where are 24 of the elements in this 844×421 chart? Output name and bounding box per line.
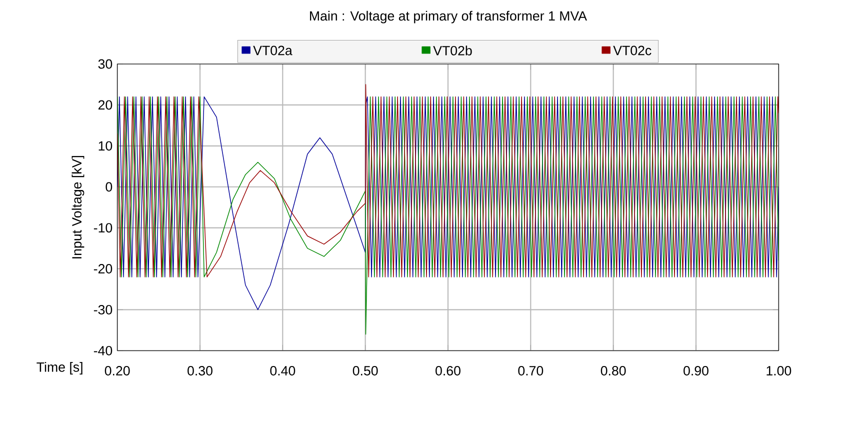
x-tick-label: 0.60 — [436, 366, 460, 376]
y-tick-label: 0 — [106, 182, 112, 192]
x-tick-label: 1.00 — [766, 366, 792, 376]
x-tick-label: 0.50 — [352, 366, 378, 376]
x-tick-label: 0.80 — [600, 366, 626, 376]
x-tick-label: 0.90 — [684, 366, 708, 376]
line-series — [117, 84, 779, 278]
x-axis-title: Time [s] — [36, 362, 82, 374]
legend-label: VT02a — [253, 46, 292, 56]
x-tick-label: 0.30 — [188, 366, 212, 376]
y-tick-label: 10 — [98, 141, 112, 150]
chart-title: Main : Voltage at primary of transformer 1 MVA — [310, 10, 588, 24]
y-tick-label: -40 — [94, 346, 112, 356]
y-axis-title: Input Voltage [kV] — [72, 156, 84, 258]
y-tick-label: 20 — [98, 100, 112, 110]
x-tick-label: 0.20 — [104, 366, 130, 376]
y-tick-label: -30 — [94, 304, 112, 314]
y-tick-label: 30 — [98, 59, 112, 69]
x-tick-label: 0.70 — [518, 366, 544, 376]
x-tick-label: 0.40 — [270, 366, 296, 376]
y-tick-label: -20 — [94, 264, 112, 274]
legend-label: VT02b — [433, 45, 472, 56]
y-tick-label: -10 — [94, 222, 112, 232]
legend-label: VT02c — [613, 46, 652, 56]
